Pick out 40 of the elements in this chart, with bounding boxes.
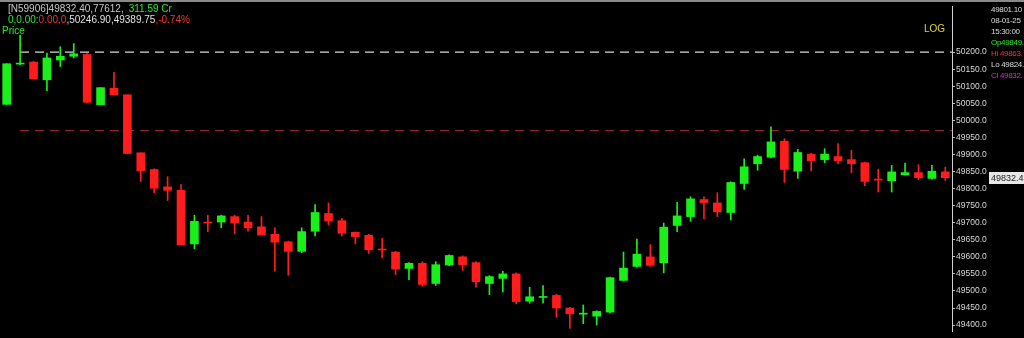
text: Cl 49832. bbox=[991, 70, 1023, 81]
y-tick-label: 49850.0 bbox=[956, 165, 987, 176]
candlestick bbox=[270, 227, 280, 272]
y-tick-label: 49400.0 bbox=[956, 319, 987, 330]
annotation: [N59906]49832.40,77612, bbox=[8, 3, 124, 14]
y-tick-label: 50000.0 bbox=[956, 114, 987, 125]
text: 49801.10 bbox=[991, 4, 1022, 15]
annotation: 0.00, bbox=[38, 14, 61, 25]
candlestick bbox=[69, 43, 79, 59]
y-axis-title: Price bbox=[2, 25, 25, 36]
text: 49832.4 bbox=[989, 171, 1024, 184]
y-tick-label: 49650.0 bbox=[956, 234, 987, 245]
y-tick-label: 50200.0 bbox=[956, 46, 987, 57]
annotation: LOG bbox=[924, 23, 946, 34]
annotation: 0 bbox=[60, 14, 67, 25]
y-tick-label: 50150.0 bbox=[956, 63, 987, 74]
candlestick bbox=[538, 285, 548, 304]
y-tick-label: 49600.0 bbox=[956, 251, 987, 262]
y-tick-label: 50100.0 bbox=[956, 80, 987, 91]
y-tick-label: 49450.0 bbox=[956, 302, 987, 313]
candlestick bbox=[699, 196, 709, 220]
annotation: 0.00: bbox=[16, 14, 39, 25]
y-tick-label: 49900.0 bbox=[956, 148, 987, 159]
annotation: ,-0.74% bbox=[155, 14, 190, 25]
text: 08-01-25 bbox=[991, 15, 1021, 26]
y-tick-label: 49500.0 bbox=[956, 285, 987, 296]
y-tick-label: 49950.0 bbox=[956, 131, 987, 142]
y-tick-label: 50050.0 bbox=[956, 97, 987, 108]
y-tick-label: 49700.0 bbox=[956, 217, 987, 228]
y-tick-label: 49550.0 bbox=[956, 268, 987, 279]
y-tick-label: 49800.0 bbox=[956, 182, 987, 193]
annotation: 311.59 Cr bbox=[128, 3, 172, 14]
text: Op49849. bbox=[991, 37, 1024, 48]
y-tick-label: 49750.0 bbox=[956, 200, 987, 211]
annotation: 0, bbox=[8, 14, 17, 25]
text: Hi 49863. bbox=[991, 48, 1023, 59]
candlestick bbox=[833, 143, 843, 165]
annotation: ,50246.90,49389.75 bbox=[66, 14, 156, 25]
text: Lo 49824. bbox=[991, 59, 1024, 70]
text: 15:30:00 bbox=[991, 26, 1020, 37]
